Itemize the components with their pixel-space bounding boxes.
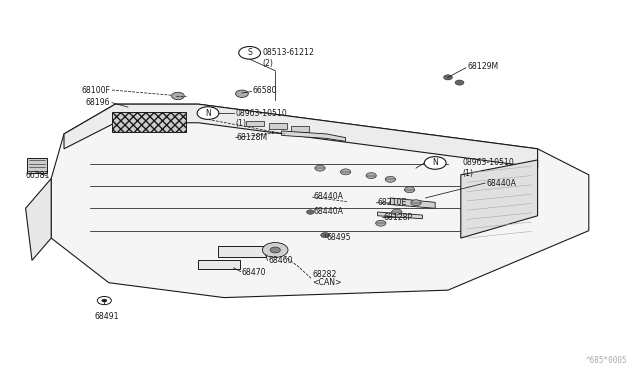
Bar — [112, 112, 186, 132]
Circle shape — [321, 232, 330, 238]
Text: 68210E: 68210E — [378, 198, 407, 207]
Bar — [218, 246, 266, 257]
Circle shape — [262, 243, 288, 257]
Text: N: N — [205, 109, 211, 118]
Bar — [198, 260, 240, 269]
Text: 66580: 66580 — [253, 86, 277, 95]
Text: N: N — [433, 158, 438, 167]
Bar — [246, 121, 264, 126]
Circle shape — [411, 200, 421, 206]
Bar — [291, 126, 309, 132]
Text: 08963-10510: 08963-10510 — [462, 158, 514, 167]
Text: 08513-61212: 08513-61212 — [262, 48, 314, 57]
Text: 68470: 68470 — [242, 268, 266, 277]
Text: 08963-10510: 08963-10510 — [236, 109, 287, 118]
Polygon shape — [51, 104, 589, 298]
Circle shape — [366, 173, 376, 179]
Circle shape — [444, 75, 452, 80]
Text: 68100F: 68100F — [81, 86, 110, 94]
Text: 66581: 66581 — [26, 171, 50, 180]
Circle shape — [392, 209, 402, 215]
Bar — [269, 123, 287, 129]
Text: (1): (1) — [462, 169, 473, 178]
Text: 68495: 68495 — [326, 233, 351, 242]
Circle shape — [404, 187, 415, 193]
Circle shape — [236, 90, 248, 97]
Polygon shape — [282, 131, 346, 141]
Circle shape — [315, 165, 325, 171]
Text: 68128P: 68128P — [384, 213, 413, 222]
Circle shape — [197, 107, 219, 119]
Polygon shape — [378, 212, 422, 219]
Text: ^685*0005: ^685*0005 — [586, 356, 627, 365]
Text: 68128M: 68128M — [237, 133, 268, 142]
Text: 68129M: 68129M — [467, 62, 499, 71]
Circle shape — [270, 247, 280, 253]
Text: 68196: 68196 — [86, 98, 110, 107]
Polygon shape — [64, 104, 538, 167]
Bar — [27, 158, 47, 173]
Circle shape — [102, 299, 107, 302]
Text: <CAN>: <CAN> — [312, 278, 342, 287]
Text: 68491: 68491 — [95, 312, 119, 321]
Text: 68440A: 68440A — [486, 179, 516, 187]
Text: S: S — [247, 48, 252, 57]
Polygon shape — [26, 179, 51, 260]
Text: (1): (1) — [236, 119, 246, 128]
Circle shape — [239, 46, 260, 59]
Circle shape — [340, 169, 351, 175]
Text: 68440A: 68440A — [314, 207, 344, 216]
Circle shape — [172, 92, 184, 100]
Circle shape — [307, 210, 314, 214]
Text: (2): (2) — [262, 59, 273, 68]
Text: 68460: 68460 — [269, 256, 293, 265]
Circle shape — [376, 220, 386, 226]
Circle shape — [455, 80, 464, 85]
Circle shape — [424, 157, 446, 169]
Polygon shape — [461, 160, 538, 238]
Text: 68282: 68282 — [312, 270, 337, 279]
Circle shape — [385, 176, 396, 182]
Polygon shape — [390, 198, 435, 208]
Text: 68440A: 68440A — [314, 192, 344, 201]
